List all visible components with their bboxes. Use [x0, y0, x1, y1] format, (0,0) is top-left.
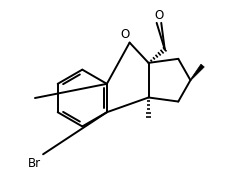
Text: O: O [154, 8, 164, 21]
Text: O: O [120, 28, 129, 41]
Text: Br: Br [28, 157, 41, 170]
Polygon shape [190, 64, 204, 80]
